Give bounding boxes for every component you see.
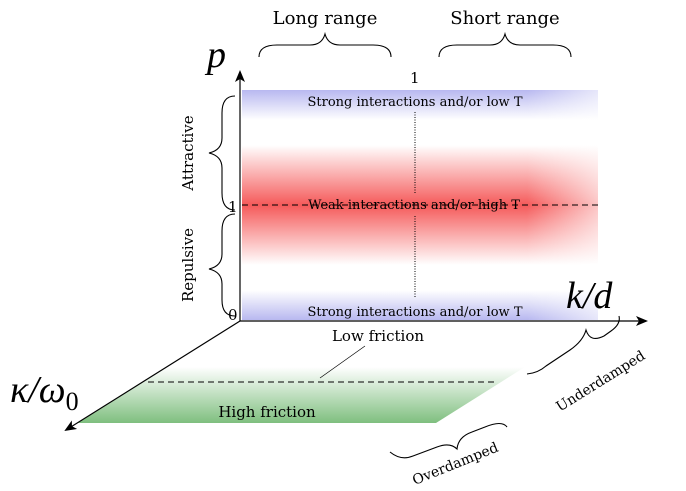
attractive-brace [208, 95, 236, 211]
tick-one-left: 1 [228, 198, 238, 216]
kappa-omega-text: κ/ω [10, 369, 66, 411]
low-friction-label: Low friction [332, 327, 424, 345]
friction-floor [78, 321, 598, 423]
kd-axis-label: k/d [566, 275, 613, 317]
repulsive-brace [208, 213, 236, 317]
p-axis-label: p [204, 34, 226, 76]
middle-band-label: Weak interactions and/or high T [308, 198, 520, 213]
attractive-label: Attractive [179, 115, 197, 191]
short-range-label: Short range [450, 8, 559, 29]
high-friction-label: High friction [218, 403, 316, 421]
short-range-brace [438, 31, 572, 58]
bottom-band-label: Strong interactions and/or low T [308, 305, 523, 320]
underdamped-label: Underdamped [554, 348, 649, 415]
repulsive-label: Repulsive [179, 228, 197, 302]
overdamped-brace [389, 422, 508, 459]
top-band-label: Strong interactions and/or low T [308, 95, 523, 110]
tick-one-top: 1 [410, 69, 420, 87]
tick-zero: 0 [228, 306, 238, 324]
long-range-label: Long range [273, 8, 378, 29]
underdamped-brace [526, 315, 620, 375]
band-fade [242, 90, 598, 320]
friction-leader-line [319, 345, 366, 379]
kappa-axis [64, 320, 241, 432]
omega-subscript: 0 [66, 387, 79, 416]
long-range-brace [258, 31, 392, 58]
kappa-axis-label: κ/ω0 [10, 369, 79, 416]
